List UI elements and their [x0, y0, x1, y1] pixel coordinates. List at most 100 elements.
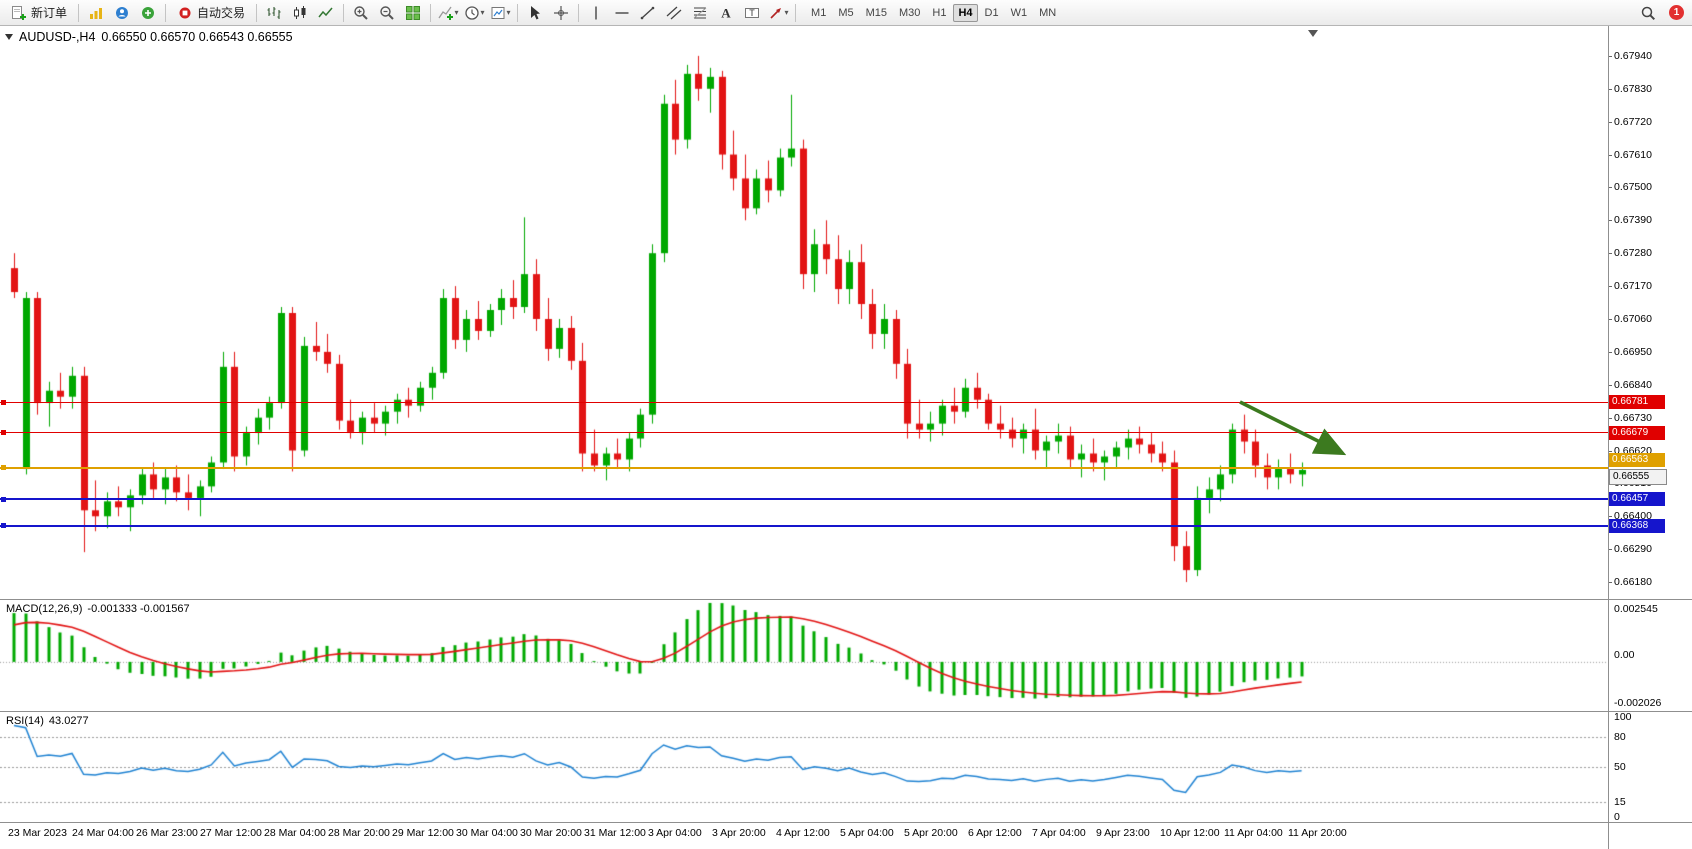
one-click-trading-toggle[interactable] — [5, 34, 13, 40]
candles-icon — [292, 5, 308, 21]
support-line-1-price-tag: 0.66457 — [1609, 492, 1665, 507]
time-axis-label: 5 Apr 20:00 — [904, 827, 958, 839]
main-chart-canvas[interactable] — [0, 26, 1608, 600]
auto-trading-button[interactable]: 自动交易 — [170, 1, 252, 25]
community-button[interactable] — [109, 1, 135, 25]
time-axis-label: 29 Mar 12:00 — [392, 827, 454, 839]
svg-text:A: A — [721, 5, 731, 20]
cursor-icon — [527, 5, 543, 21]
support-line-2-price-tag: 0.66368 — [1609, 518, 1665, 533]
timeframe-m1[interactable]: M1 — [811, 6, 827, 19]
resistance-line-1-handle[interactable] — [1, 399, 6, 405]
news-button[interactable] — [135, 1, 161, 25]
price-scale-tick: 0.67940 — [1614, 49, 1652, 62]
resistance-line-2-handle[interactable] — [1, 430, 6, 436]
price-scale-tick: 0.67830 — [1614, 82, 1652, 95]
price-scale-tick: 0.67720 — [1614, 115, 1652, 128]
price-scale-tick: 0.66180 — [1614, 576, 1652, 589]
search-button[interactable] — [1635, 1, 1661, 25]
timeframe-h1[interactable]: H1 — [932, 6, 947, 19]
price-scale-tickmark — [1608, 286, 1612, 288]
new-order-button-label: 新订单 — [31, 6, 68, 20]
support-line-2[interactable] — [0, 524, 1608, 527]
timeframe-w1[interactable]: W1 — [1010, 6, 1028, 19]
price-scale-tick: 0.66730 — [1614, 411, 1652, 424]
price-scale-tickmark — [1608, 516, 1612, 518]
trendline-icon — [640, 5, 656, 21]
rsi-scale-tick: 15 — [1614, 796, 1626, 808]
text-label-button[interactable]: T — [739, 1, 765, 25]
vline-icon — [588, 5, 604, 21]
price-scale-tick: 0.66950 — [1614, 345, 1652, 358]
templates-button[interactable]: ▾ — [487, 1, 513, 25]
equidistant-channel-button[interactable] — [661, 1, 687, 25]
timeframe-h4[interactable]: H4 — [953, 3, 978, 22]
periods-button[interactable]: ▾ — [461, 1, 487, 25]
macd-panel-canvas[interactable] — [0, 600, 1608, 712]
trendline-button[interactable] — [635, 1, 661, 25]
support-line-1[interactable] — [0, 498, 1608, 501]
zoom-out-button[interactable] — [374, 1, 400, 25]
timeframe-group: M1 M5 M15 M30 H1 H4 D1 W1 MN — [806, 3, 1061, 22]
market-watch-button[interactable] — [83, 1, 109, 25]
candlestick-mode-button[interactable] — [287, 1, 313, 25]
price-scale-tick: 0.66840 — [1614, 378, 1652, 391]
rsi-indicator-label: RSI(14) 43.0277 — [6, 715, 89, 727]
vertical-line-button[interactable] — [583, 1, 609, 25]
rsi-scale-tick: 50 — [1614, 761, 1626, 773]
pivot-line[interactable] — [0, 466, 1608, 469]
indicators-button[interactable]: ▾ — [435, 1, 461, 25]
shapes-button[interactable]: ▾ — [765, 1, 791, 25]
shapes-icon — [768, 5, 784, 21]
market-icon — [88, 5, 104, 21]
fibonacci-button[interactable] — [687, 1, 713, 25]
toolbar: 新订单 自动交易 ▾ ▾ ▾ A T ▾ M1 M5 M15 M30 H1 H4 D1 W1 MN 1 — [0, 0, 1692, 26]
time-axis-label: 26 Mar 23:00 — [136, 827, 198, 839]
zoom-in-icon — [353, 5, 369, 21]
time-axis-label: 11 Apr 20:00 — [1288, 827, 1347, 839]
time-axis-label: 6 Apr 12:00 — [968, 827, 1022, 839]
zoom-in-button[interactable] — [348, 1, 374, 25]
price-scale-tickmark — [1608, 220, 1612, 222]
line-chart-mode-button[interactable] — [313, 1, 339, 25]
chart-shift-marker[interactable] — [1308, 30, 1318, 37]
dropdown-caret-icon: ▾ — [480, 8, 485, 17]
notification-badge[interactable]: 1 — [1669, 5, 1684, 20]
support-line-1-handle[interactable] — [1, 496, 6, 502]
price-scale-tick: 0.67060 — [1614, 312, 1652, 325]
text-button[interactable]: A — [713, 1, 739, 25]
horizontal-line-button[interactable] — [609, 1, 635, 25]
auto-trading-button-label: 自动交易 — [197, 6, 246, 20]
new-order-button[interactable]: 新订单 — [4, 1, 74, 25]
resistance-line-1[interactable] — [0, 401, 1608, 403]
timeframe-d1[interactable]: D1 — [984, 6, 999, 19]
price-scale-border — [1608, 26, 1609, 849]
tile-icon — [405, 5, 421, 21]
timeframe-m15[interactable]: M15 — [865, 6, 887, 19]
toolbar-separator — [795, 3, 797, 22]
rsi-panel-divider[interactable] — [0, 711, 1692, 712]
price-scale-tick: 0.66290 — [1614, 543, 1652, 556]
timeframe-m5[interactable]: M5 — [838, 6, 854, 19]
tile-windows-button[interactable] — [400, 1, 426, 25]
pivot-line-handle[interactable] — [1, 465, 6, 471]
price-scale-tickmark — [1608, 450, 1612, 452]
time-axis-label: 4 Apr 12:00 — [776, 827, 830, 839]
autotrade-dot-icon — [177, 5, 193, 21]
price-scale-tick: 0.67610 — [1614, 148, 1652, 161]
timeframe-mn[interactable]: MN — [1039, 6, 1057, 19]
macd-panel-divider[interactable] — [0, 599, 1692, 600]
rsi-panel-canvas[interactable] — [0, 712, 1608, 822]
resistance-line-2[interactable] — [0, 432, 1608, 434]
search-icon — [1640, 5, 1656, 21]
support-line-2-handle[interactable] — [1, 523, 6, 529]
price-scale-tickmark — [1608, 187, 1612, 189]
timeframe-m30[interactable]: M30 — [899, 6, 921, 19]
toolbar-separator — [343, 3, 345, 22]
bar-chart-mode-button[interactable] — [261, 1, 287, 25]
toolbar-right-group: 1 — [1635, 1, 1688, 25]
new-order-icon — [11, 5, 27, 21]
cursor-button[interactable] — [522, 1, 548, 25]
trend-arrow-annotation[interactable] — [1228, 392, 1368, 482]
crosshair-button[interactable] — [548, 1, 574, 25]
